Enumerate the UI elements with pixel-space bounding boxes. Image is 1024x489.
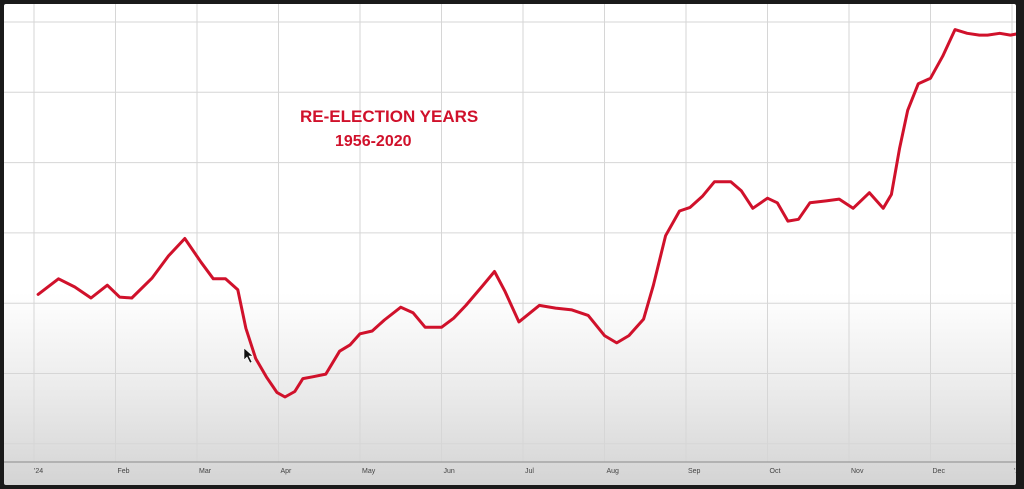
x-tick-label: Sep: [688, 468, 701, 475]
line-chart: '24FebMarAprMayJunJulAugSepOctNovDec'25 …: [4, 4, 1016, 475]
series-line: [36, 28, 1016, 399]
series-layer: [36, 28, 1016, 399]
x-tick-label: Dec: [933, 468, 946, 475]
x-tick-label: Feb: [118, 468, 130, 475]
x-tick-label: Oct: [770, 468, 781, 475]
x-tick-label: Apr: [281, 468, 293, 475]
chart-title: RE-ELECTION YEARS: [300, 107, 478, 126]
x-tick-label: '24: [34, 468, 43, 475]
x-tick-label: Mar: [199, 468, 212, 475]
x-tick-label: Jun: [444, 468, 455, 475]
chart-subtitle: 1956-2020: [335, 133, 412, 150]
chart-panel: '24FebMarAprMayJunJulAugSepOctNovDec'25 …: [4, 4, 1016, 485]
x-tick-label: Jul: [525, 468, 534, 475]
x-tick-label: Nov: [851, 468, 864, 475]
x-tick-label: Aug: [607, 468, 620, 475]
mouse-cursor-icon: [243, 347, 254, 364]
x-axis-tick-labels: '24 Feb Mar Apr May Jun Jul Aug Sep Oct Nov Dec '25: [34, 468, 1016, 475]
x-tick-label: '25: [1014, 468, 1016, 475]
x-tick-label: May: [362, 468, 376, 475]
gridlines: [4, 4, 1016, 463]
chart-title-group: RE-ELECTION YEARS 1956-2020: [300, 107, 478, 150]
